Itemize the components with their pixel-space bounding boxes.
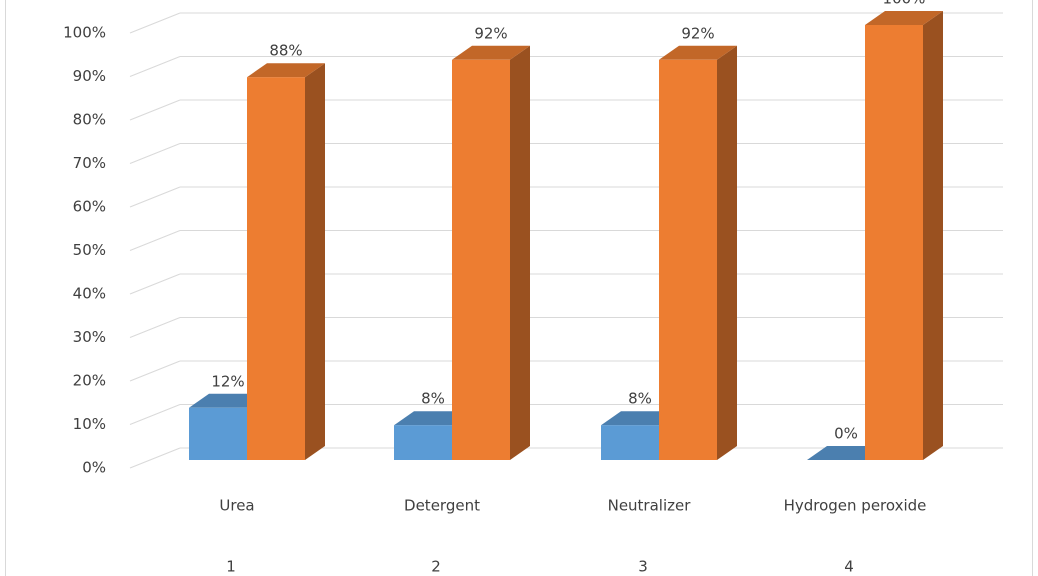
x-tick-label: Detergent (404, 497, 480, 515)
grid-line (129, 186, 181, 208)
bar-top (452, 45, 530, 60)
bar-side (717, 45, 737, 461)
bar (659, 59, 717, 461)
grid-line (129, 99, 181, 121)
y-tick-label: 0% (82, 459, 106, 477)
bar-top (865, 11, 943, 25)
bar-top (247, 63, 325, 78)
y-tick-label: 90% (73, 67, 106, 85)
bar (247, 77, 305, 460)
data-label: 8% (628, 390, 652, 408)
x-group-label: 1 (226, 558, 236, 576)
data-label: 100% (883, 0, 926, 8)
y-tick-label: 80% (73, 111, 106, 129)
data-label: 92% (474, 24, 507, 42)
x-tick-label: Urea (219, 497, 254, 515)
data-label: 88% (269, 42, 302, 60)
data-label: 8% (421, 390, 445, 408)
grid-line (129, 143, 181, 164)
grid-line (129, 404, 181, 425)
grid-line (129, 230, 181, 251)
y-tick-label: 60% (73, 198, 106, 216)
x-group-label: 2 (431, 558, 441, 576)
bar (865, 25, 923, 460)
grid-line (129, 447, 181, 469)
grid-line (129, 12, 181, 34)
y-tick-label: 70% (73, 154, 106, 172)
y-tick-label: 20% (73, 372, 106, 390)
y-tick-label: 50% (73, 241, 106, 259)
x-group-label: 3 (638, 558, 648, 576)
bar-side (305, 63, 325, 460)
x-group-label: 4 (844, 558, 854, 576)
grid-line (129, 273, 181, 295)
bar-top (659, 45, 737, 60)
data-label: 0% (834, 425, 858, 443)
grid-line (129, 317, 181, 338)
bar (189, 407, 247, 460)
bar (394, 425, 452, 460)
bar-side (923, 11, 943, 460)
grid-line (129, 360, 181, 382)
x-tick-label: Neutralizer (608, 497, 692, 515)
y-tick-label: 100% (63, 24, 106, 42)
bar-side (510, 45, 530, 461)
frame (5, 0, 1033, 576)
data-label: 92% (681, 24, 714, 42)
bar (452, 59, 510, 461)
y-tick-label: 30% (73, 328, 106, 346)
x-tick-label: Hydrogen peroxide (784, 497, 927, 515)
grid-line (129, 56, 181, 77)
y-tick-label: 10% (73, 415, 106, 433)
y-tick-label: 40% (73, 285, 106, 303)
data-label: 12% (211, 372, 244, 390)
bar (601, 425, 659, 460)
